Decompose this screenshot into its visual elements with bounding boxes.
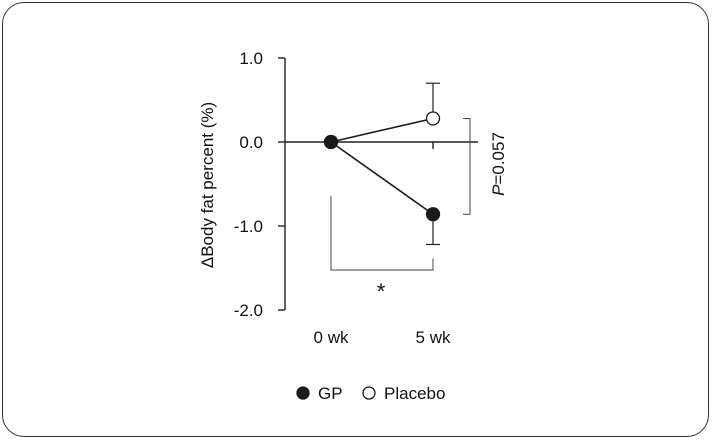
- y-tick-label: 0.0: [239, 133, 263, 152]
- legend-gp-marker: [296, 386, 310, 400]
- y-tick-label: -2.0: [234, 301, 263, 320]
- data-point-placebo: [425, 111, 441, 126]
- series-line-placebo: [330, 117, 434, 143]
- x-tick-label: 5 wk: [416, 328, 451, 347]
- legend: GP Placebo: [296, 384, 445, 403]
- significance-bracket: [330, 196, 434, 271]
- data-point-gp: [323, 134, 339, 150]
- y-axis-label: ΔBody fat percent (%): [198, 102, 217, 268]
- chart-frame: [2, 2, 709, 437]
- significance-star: *: [377, 279, 386, 304]
- p-value-letter: P: [489, 184, 508, 196]
- legend-placebo-marker: [362, 386, 376, 400]
- series-line-gp: [330, 141, 434, 215]
- data-point-gp: [425, 207, 441, 222]
- y-tick-label: 1.0: [239, 49, 263, 68]
- legend-gp-label: GP: [318, 384, 343, 403]
- p-value-bracket: [463, 117, 471, 215]
- p-value-number: =0.057: [489, 132, 508, 184]
- y-tick-label: -1.0: [234, 217, 263, 236]
- p-value-annotation: P=0.057: [489, 132, 508, 196]
- x-tick-label: 0 wk: [314, 328, 349, 347]
- legend-placebo-label: Placebo: [384, 384, 445, 403]
